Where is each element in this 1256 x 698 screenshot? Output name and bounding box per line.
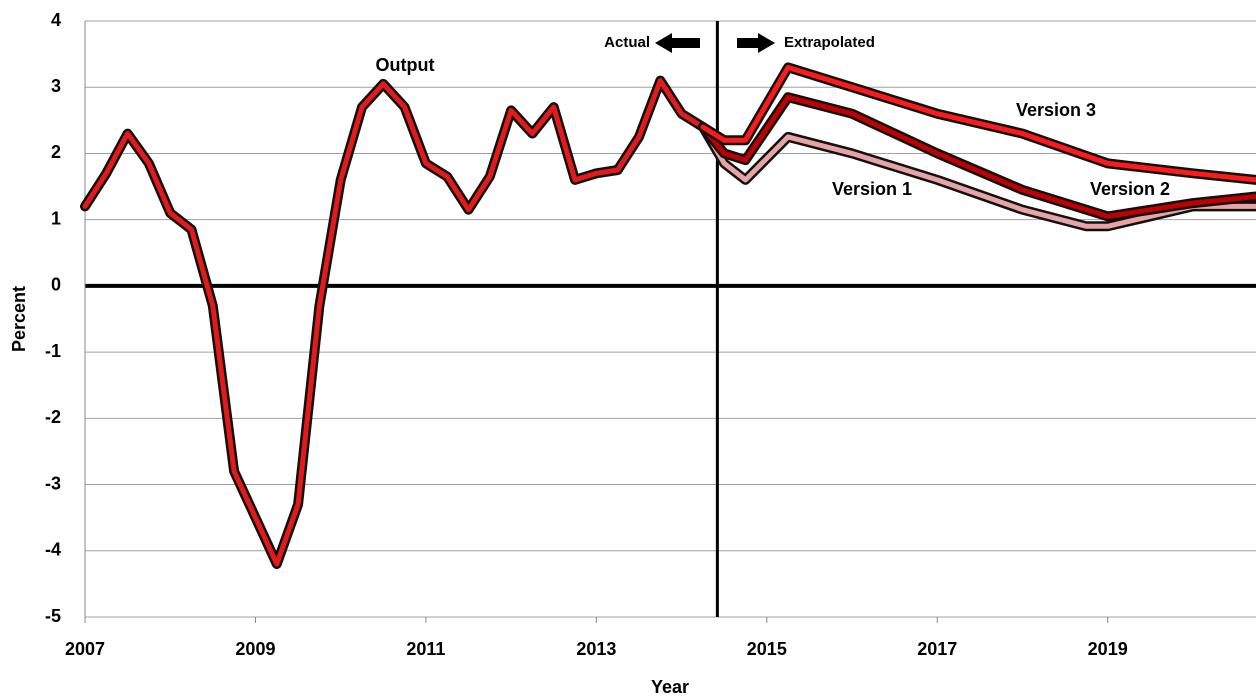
y-tick-label: 2	[51, 142, 61, 162]
y-tick-label: -2	[45, 407, 61, 427]
annotation: Extrapolated	[784, 34, 875, 51]
arrow-left	[655, 33, 700, 53]
x-tick-label: 2007	[65, 639, 105, 659]
series-label: Version 1	[832, 179, 912, 199]
y-tick-label: 0	[51, 275, 61, 295]
x-tick-label: 2019	[1088, 639, 1128, 659]
y-tick-label: -4	[45, 540, 61, 560]
x-axis-title: Year	[651, 677, 689, 697]
x-tick-label: 2011	[406, 639, 445, 659]
x-tick-label: 2015	[747, 639, 787, 659]
series-label: Version 3	[1016, 100, 1096, 120]
series-label: Output	[376, 55, 435, 75]
x-tick-label: 2009	[235, 639, 275, 659]
line	[700, 94, 1256, 219]
line	[700, 64, 1256, 183]
y-tick-label: 4	[51, 10, 61, 30]
line	[82, 78, 706, 567]
series-label: Version 2	[1090, 179, 1170, 199]
y-axis-title: Percent	[9, 286, 29, 352]
arrow-right	[737, 33, 775, 53]
annotation: Actual	[604, 34, 650, 51]
x-tick-label: 2017	[917, 639, 957, 659]
x-tick-label: 2013	[576, 639, 616, 659]
line	[700, 124, 1256, 229]
y-tick-label: -1	[45, 341, 61, 361]
y-tick-label: 1	[51, 208, 61, 228]
y-tick-label: -5	[45, 606, 61, 626]
y-tick-label: 3	[51, 76, 61, 96]
y-tick-label: -3	[45, 473, 61, 493]
